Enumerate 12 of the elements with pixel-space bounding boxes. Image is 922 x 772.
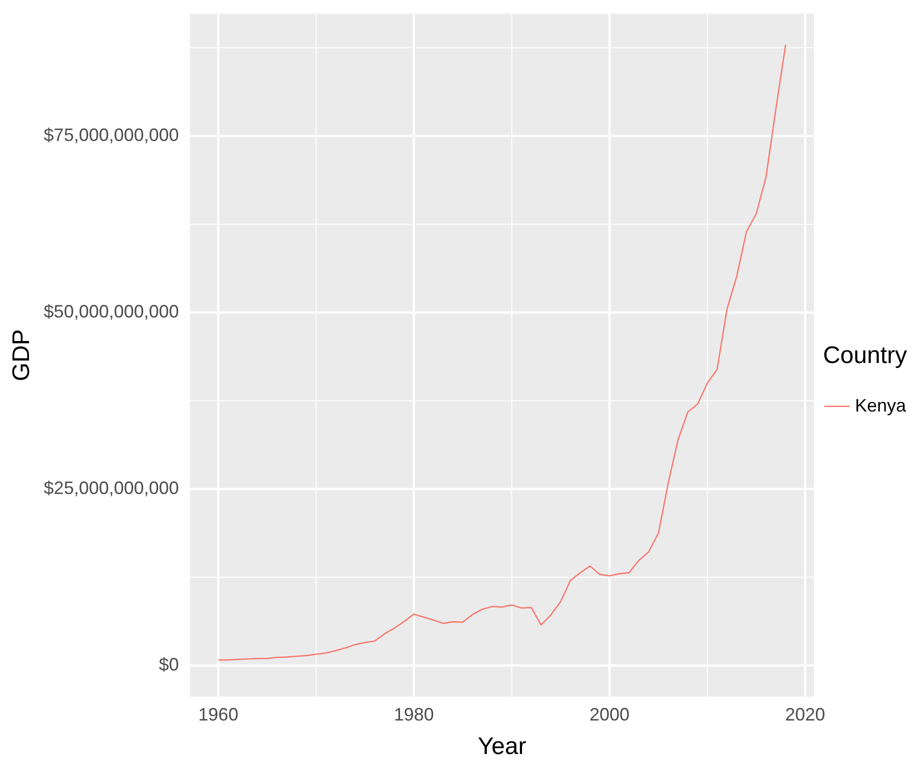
x-tick-label: 2000: [590, 704, 630, 724]
x-tick-label: 1960: [198, 704, 238, 724]
y-axis-title: GDP: [8, 329, 36, 382]
legend-title: Country: [822, 342, 908, 370]
y-tick-label: $25,000,000,000: [44, 478, 179, 498]
y-tick-label: $0: [158, 654, 179, 674]
legend-label: Kenya: [854, 395, 907, 416]
y-tick-label: $50,000,000,000: [44, 301, 179, 322]
x-tick-label: 1980: [394, 704, 434, 724]
x-axis-title: Year: [478, 733, 526, 760]
x-tick-label: 2020: [785, 704, 826, 724]
y-tick-label: $75,000,000,000: [44, 124, 179, 145]
